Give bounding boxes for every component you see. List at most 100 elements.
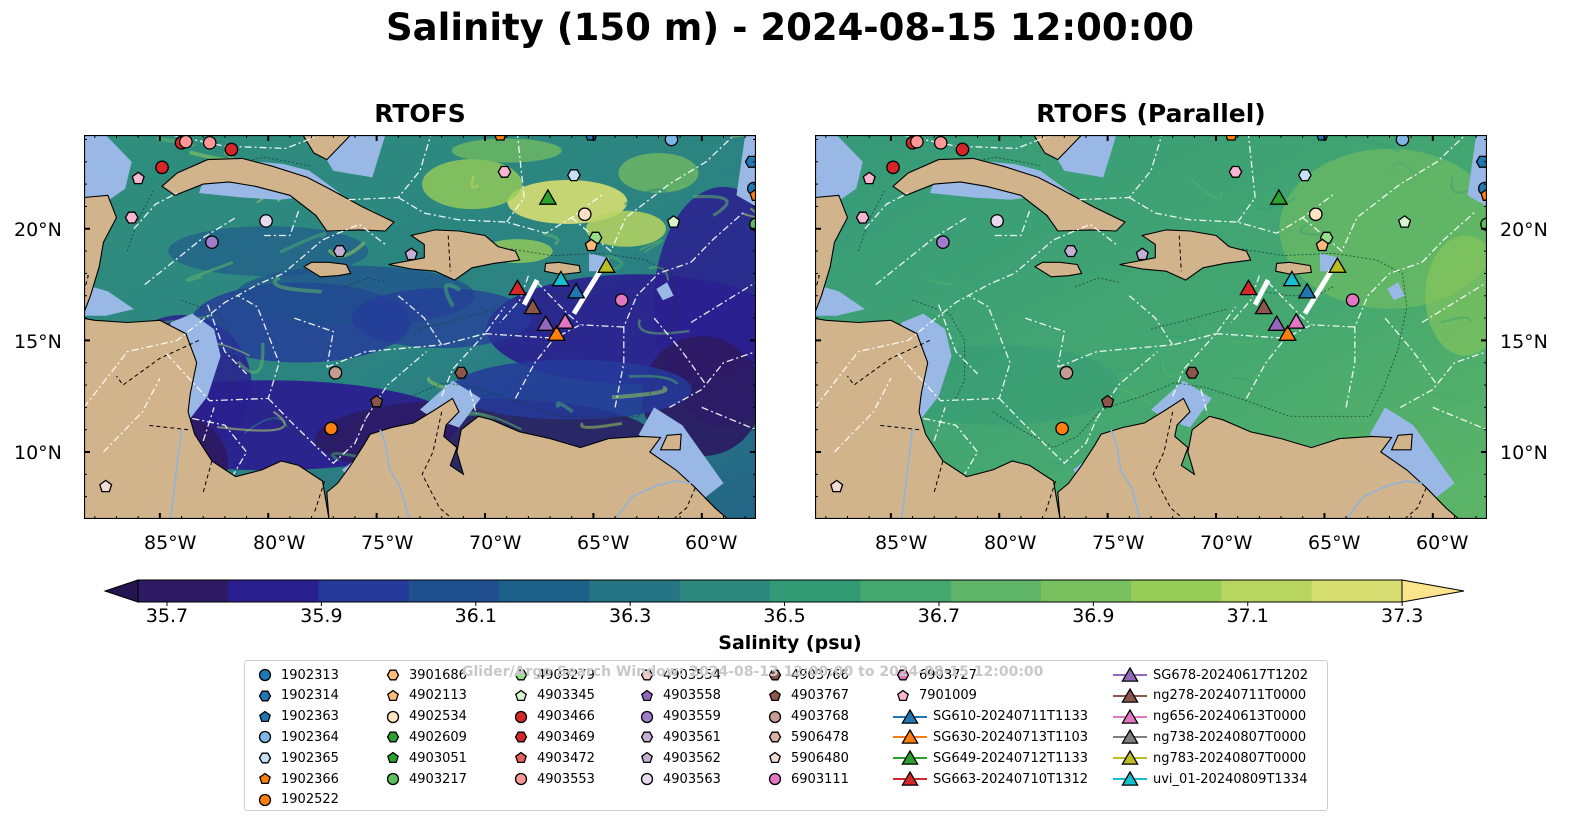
argo-float-marker xyxy=(324,421,338,436)
legend-label: 4902609 xyxy=(409,729,467,745)
legend-item: 4903554 xyxy=(637,665,721,685)
legend-marker xyxy=(258,690,272,702)
argo-float-marker xyxy=(1480,188,1487,201)
legend-label: 6903727 xyxy=(919,667,977,683)
argo-float-marker xyxy=(328,365,343,380)
legend-item: 4903563 xyxy=(637,769,721,789)
colorbar-tick-label: 37.1 xyxy=(1226,605,1269,627)
legend-float-icon xyxy=(386,731,400,743)
colorbar-tick-label: 36.5 xyxy=(763,605,806,627)
legend-float-icon xyxy=(386,669,400,681)
argo-float-marker xyxy=(99,479,113,493)
legend-label: 1902365 xyxy=(281,750,339,766)
legend-marker xyxy=(258,731,272,744)
continental-shelf xyxy=(1369,407,1455,504)
legend-label: 4903767 xyxy=(791,688,849,704)
legend-marker xyxy=(387,751,399,764)
landmass-cuba xyxy=(892,157,1126,232)
legend-marker xyxy=(1121,770,1139,786)
legend-item: 4903279 xyxy=(511,665,595,685)
legend-float-icon xyxy=(768,772,782,786)
legend-marker xyxy=(386,772,400,786)
colorbar-tick-label: 36.9 xyxy=(1072,605,1115,627)
legend-marker xyxy=(768,772,782,786)
argo-float-marker xyxy=(1308,207,1323,222)
legend-item: 4903558 xyxy=(637,686,721,706)
legend-marker xyxy=(1121,687,1139,703)
legend-item: ng738-20240807T0000 xyxy=(1113,727,1306,747)
lon-tick-label: 85°W xyxy=(875,532,928,554)
legend-label: 4903558 xyxy=(663,688,721,704)
colorbar-segment xyxy=(1311,580,1403,602)
colorbar-label: Salinity (psu) xyxy=(718,632,862,654)
legend-label: 4903051 xyxy=(409,750,467,766)
legend-label: 4903561 xyxy=(663,729,721,745)
colorbar-segment xyxy=(1221,580,1313,602)
legend-label: 5906480 xyxy=(791,750,849,766)
legend-item: 6903111 xyxy=(765,769,849,789)
colorbar-segment xyxy=(408,580,500,602)
argo-float-marker xyxy=(1297,169,1312,182)
glider-marker xyxy=(555,312,575,329)
colorbar-tick-label: 36.3 xyxy=(609,605,652,627)
legend-marker xyxy=(641,751,653,764)
legend-glider-icon xyxy=(893,708,927,724)
legend-float-icon xyxy=(258,752,272,764)
legend-marker xyxy=(768,669,782,681)
argo-float-marker xyxy=(577,207,592,222)
legend-label: 1902314 xyxy=(281,688,339,704)
legend-float-icon xyxy=(514,710,528,723)
landmass-hispaniola xyxy=(1119,229,1252,281)
legend-item: 4903767 xyxy=(765,686,849,706)
argo-float-marker xyxy=(990,214,1004,228)
glider-marker xyxy=(1239,278,1258,296)
legend-label: ng783-20240807T0000 xyxy=(1153,750,1307,766)
legend-marker xyxy=(640,669,654,681)
colorbar-tick-label: 35.7 xyxy=(145,605,189,627)
legend-item: 4902534 xyxy=(383,707,467,727)
legend-item: 5906478 xyxy=(765,727,849,747)
legend-label: 4903472 xyxy=(537,750,595,766)
argo-float-marker xyxy=(497,165,512,178)
continental-shelf xyxy=(815,284,865,316)
legend-float-icon xyxy=(258,731,272,744)
legend-glider-icon xyxy=(1113,749,1147,765)
legend-label: 4903217 xyxy=(409,771,467,787)
legend-label: 1902363 xyxy=(281,709,339,725)
legend-item: 4903345 xyxy=(511,686,595,706)
legend-glider-icon xyxy=(893,770,927,786)
search-window-watermark: Glider/Argo Search Window: 2024-08-13 12… xyxy=(462,664,1044,680)
landmass-bahamas xyxy=(302,135,352,161)
argo-float-marker xyxy=(584,238,598,252)
legend-marker xyxy=(1121,666,1139,682)
legend-marker xyxy=(640,772,654,786)
legend-float-icon xyxy=(768,731,782,743)
legend-item: 1902522 xyxy=(255,790,339,810)
legend-label: 5906478 xyxy=(791,729,849,745)
legend-float-icon xyxy=(641,689,653,701)
legend-label: 4903279 xyxy=(537,667,595,683)
continental-shelf xyxy=(1387,282,1405,301)
legend-item: 4902113 xyxy=(383,686,467,706)
glider-marker xyxy=(1297,282,1317,299)
legend-float-icon xyxy=(640,710,654,723)
lat-tick-label: 10°N xyxy=(14,442,62,464)
colorbar-tick-label: 36.1 xyxy=(454,605,497,627)
glider-marker xyxy=(551,270,571,287)
argo-float-marker xyxy=(1100,394,1115,408)
legend-item: 1902314 xyxy=(255,686,339,706)
legend-label: 4903562 xyxy=(663,750,721,766)
glider-marker xyxy=(547,324,566,341)
legend-label: ng278-20240711T0000 xyxy=(1153,688,1307,704)
legend-float-icon xyxy=(640,669,654,681)
legend-marker xyxy=(515,689,527,701)
legend-float-icon xyxy=(258,793,272,806)
landmass-trinidad xyxy=(659,433,682,451)
glider-marker xyxy=(538,188,558,205)
argo-float-marker xyxy=(1055,421,1069,436)
legend-marker xyxy=(258,668,272,682)
legend-marker xyxy=(258,793,272,806)
argo-float-marker xyxy=(124,211,139,224)
legend-item: 4903553 xyxy=(511,769,595,789)
legend-float-icon xyxy=(897,689,909,701)
